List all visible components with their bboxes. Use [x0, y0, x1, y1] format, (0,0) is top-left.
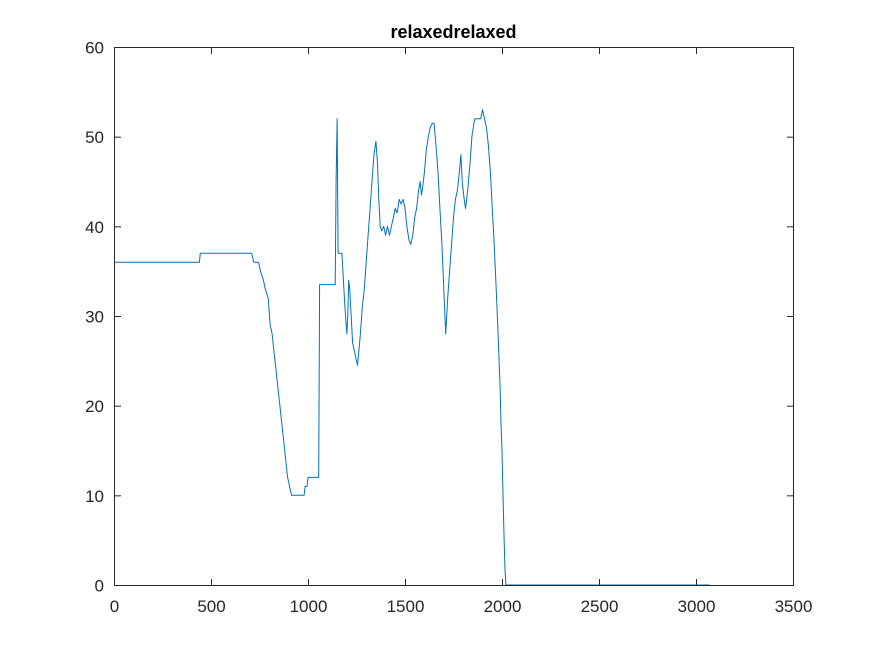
x-tick-label: 1000 — [290, 597, 328, 616]
y-tick-label: 30 — [85, 308, 104, 327]
plot-area-border — [114, 47, 794, 586]
x-tick-label: 2000 — [484, 597, 522, 616]
x-tick-label: 3500 — [775, 597, 813, 616]
y-tick-label: 10 — [85, 487, 104, 506]
x-tick-label: 0 — [110, 597, 119, 616]
y-tick-label: 40 — [85, 218, 104, 237]
x-tick-label: 3000 — [678, 597, 716, 616]
series-layer — [114, 109, 710, 586]
y-tick-label: 20 — [85, 397, 104, 416]
y-axis-ticks: 0 10 20 30 40 50 60 — [85, 39, 794, 596]
y-tick-label: 60 — [85, 39, 104, 58]
x-tick-label: 2500 — [581, 597, 619, 616]
chart-title: relaxedrelaxed — [390, 22, 516, 42]
series-line-0 — [114, 109, 710, 586]
y-tick-label: 0 — [95, 577, 104, 596]
x-tick-label: 500 — [197, 597, 225, 616]
x-axis-ticks: 0 500 1000 1500 2000 2500 3000 3500 — [110, 47, 813, 616]
x-tick-label: 1500 — [387, 597, 425, 616]
y-tick-label: 50 — [85, 128, 104, 147]
